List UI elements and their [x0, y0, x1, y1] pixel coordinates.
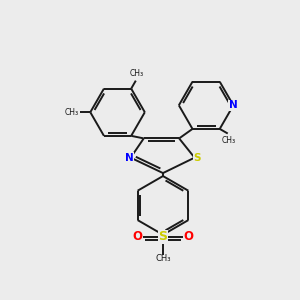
Text: CH₃: CH₃ [64, 108, 79, 117]
Text: S: S [193, 153, 201, 163]
Text: CH₃: CH₃ [155, 254, 171, 262]
Text: N: N [125, 153, 134, 163]
Text: CH₃: CH₃ [221, 136, 236, 145]
Text: O: O [183, 230, 194, 244]
Text: O: O [133, 230, 142, 244]
Text: S: S [158, 230, 167, 244]
Text: N: N [229, 100, 238, 110]
Text: CH₃: CH₃ [129, 69, 144, 78]
